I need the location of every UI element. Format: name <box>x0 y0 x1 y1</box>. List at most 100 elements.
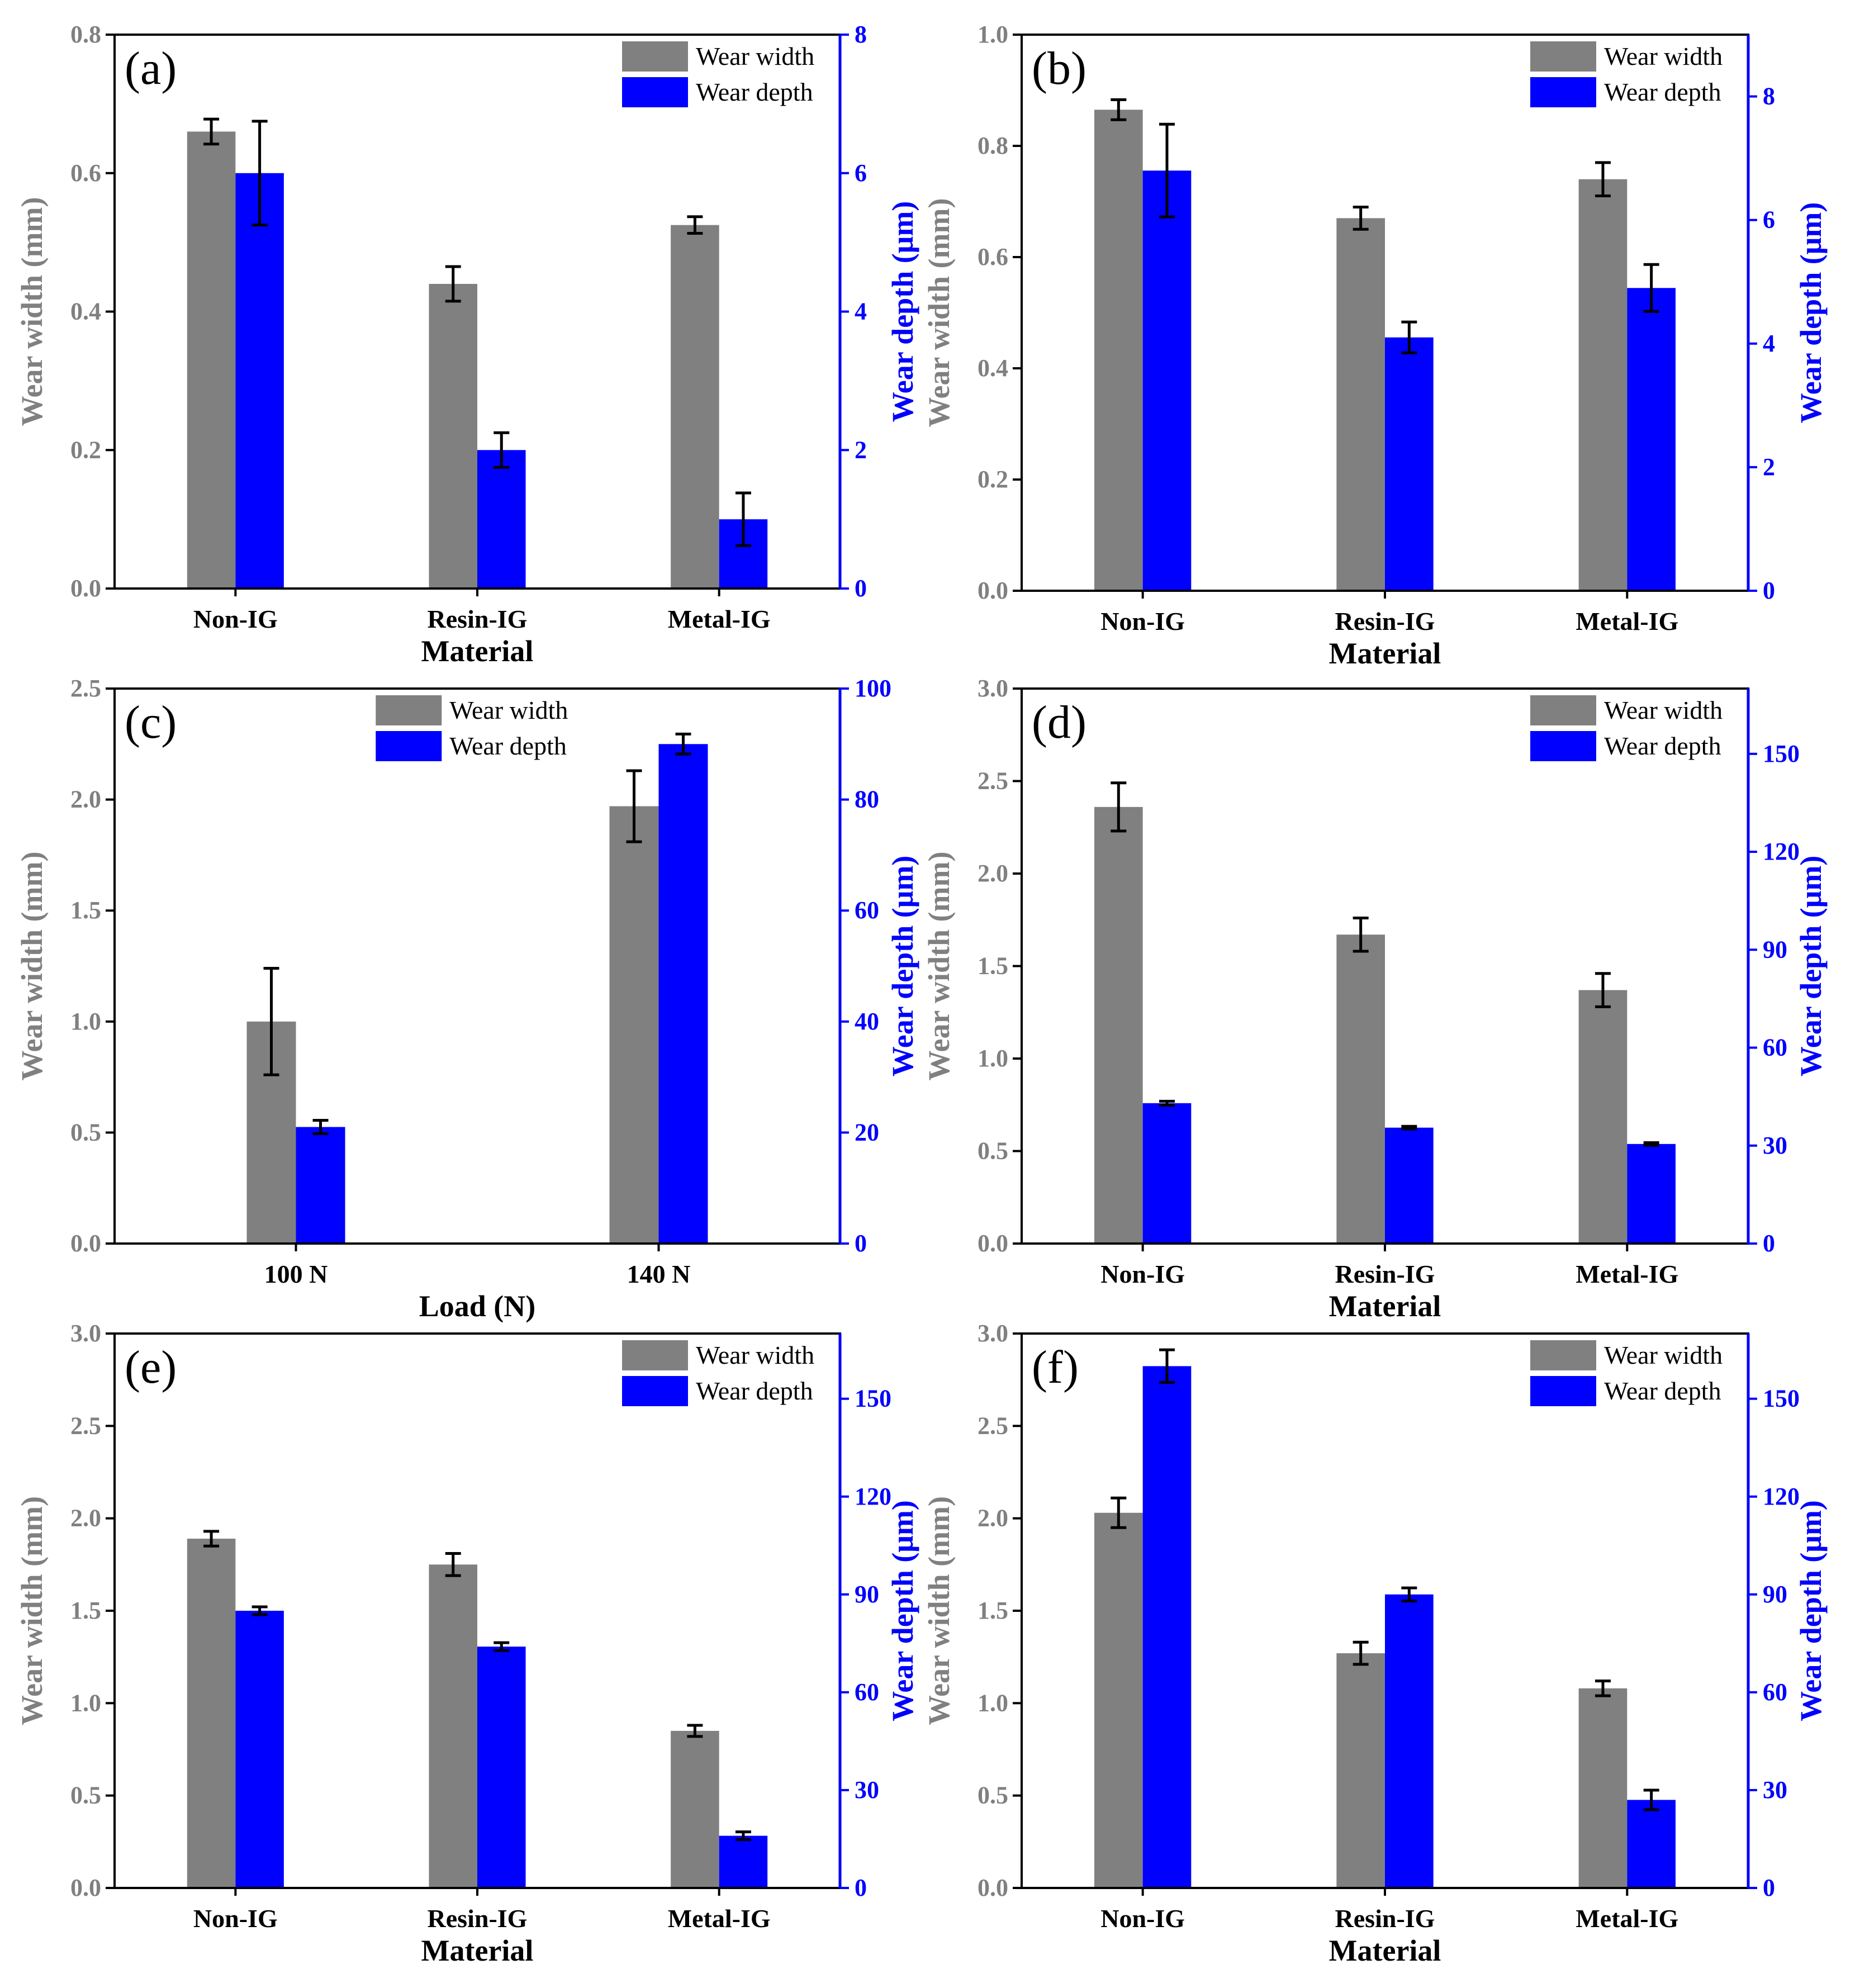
left-tick-label: 2.5 <box>978 767 1008 795</box>
wear-depth-bar <box>1385 1594 1434 1888</box>
right-tick-label: 120 <box>1763 1483 1800 1510</box>
wear-width-bar <box>1578 990 1627 1244</box>
right-tick-label: 2 <box>1763 453 1775 481</box>
left-tick-label: 0.0 <box>978 1230 1008 1257</box>
y2-axis-label: Wear depth (μm) <box>1794 856 1828 1077</box>
legend-label: Wear depth <box>1604 1377 1721 1405</box>
left-tick-label: 0.5 <box>70 1782 101 1809</box>
wear-depth-bar <box>658 744 708 1244</box>
left-tick-label: 0.8 <box>978 132 1008 159</box>
legend-swatch-depth <box>376 731 442 761</box>
wear-depth-bar <box>235 173 284 589</box>
y2-axis-label: Wear depth (μm) <box>886 1500 919 1721</box>
legend-label: Wear width <box>696 1341 814 1369</box>
chart-panel-d: 0.0 0.5 1.0 1.5 2.0 2.5 3.0 0 30 60 90 120 150 Non-IG… <box>922 675 1828 1323</box>
wear-width-bar <box>187 131 236 589</box>
right-tick-label: 6 <box>1763 206 1775 234</box>
y2-axis-label: Wear depth (μm) <box>1794 202 1828 424</box>
right-tick-label: 100 <box>855 675 891 702</box>
right-tick-label: 150 <box>1763 740 1800 767</box>
left-tick-label: 1.5 <box>978 1597 1008 1624</box>
x-axis-label: Material <box>1329 1934 1441 1967</box>
right-tick-label: 90 <box>1763 1581 1787 1608</box>
right-tick-label: 30 <box>1763 1132 1787 1159</box>
x-tick-label: 100 N <box>264 1260 328 1288</box>
right-tick-label: 8 <box>855 21 867 48</box>
left-tick-label: 1.5 <box>70 1597 101 1624</box>
right-tick-label: 0 <box>855 1874 867 1901</box>
legend-label: Wear depth <box>696 1377 813 1405</box>
wear-depth-bar <box>296 1127 345 1244</box>
x-axis-label: Material <box>1329 1289 1441 1323</box>
legend-swatch-width <box>1530 695 1596 725</box>
left-tick-label: 3.0 <box>978 1320 1008 1347</box>
left-tick-label: 0.0 <box>70 1230 101 1257</box>
wear-depth-bar <box>1142 170 1192 591</box>
left-tick-label: 0.5 <box>978 1782 1008 1809</box>
panel-label: (a) <box>125 42 177 94</box>
left-tick-label: 0.2 <box>978 466 1008 493</box>
wear-depth-bar <box>1385 1127 1434 1244</box>
left-tick-label: 0.6 <box>978 243 1008 271</box>
left-tick-label: 2.5 <box>70 1412 101 1439</box>
y2-axis-label: Wear depth (μm) <box>886 201 919 423</box>
left-tick-label: 1.0 <box>978 1045 1008 1072</box>
left-tick-label: 0.0 <box>70 1874 101 1901</box>
y2-axis-label: Wear depth (μm) <box>1794 1500 1828 1721</box>
legend-swatch-depth <box>622 77 688 107</box>
wear-depth-bar <box>1142 1366 1192 1888</box>
right-tick-label: 60 <box>1763 1678 1787 1706</box>
legend-swatch-width <box>1530 1340 1596 1370</box>
x-tick-label: Resin-IG <box>428 1904 528 1933</box>
legend-swatch-depth <box>1530 1376 1596 1406</box>
legend-label: Wear width <box>1604 696 1723 724</box>
wear-depth-bar <box>1627 1800 1676 1888</box>
left-tick-label: 2.5 <box>978 1412 1008 1439</box>
legend-label: Wear width <box>449 696 568 724</box>
y-axis-label: Wear width (mm) <box>15 852 49 1081</box>
x-tick-label: Non-IG <box>1100 607 1185 635</box>
x-tick-label: Metal-IG <box>1576 1904 1678 1933</box>
right-tick-label: 80 <box>855 786 879 813</box>
chart-panel-a: 0.0 0.2 0.4 0.6 0.8 0 2 4 6 8 Non-IG Resin-IG Metal-… <box>15 21 919 668</box>
legend-label: Wear width <box>1604 1341 1723 1369</box>
left-tick-label: 1.0 <box>978 1689 1008 1716</box>
y-axis-label: Wear width (mm) <box>15 197 49 426</box>
right-tick-label: 4 <box>1763 330 1775 357</box>
chart-panel-c: 0.0 0.5 1.0 1.5 2.0 2.5 0 20 40 60 80 100 100 N 140 N… <box>15 675 919 1323</box>
right-tick-label: 150 <box>1763 1385 1800 1412</box>
wear-depth-bar <box>1627 288 1676 591</box>
left-tick-label: 0.6 <box>70 159 101 187</box>
left-tick-label: 2.0 <box>978 1505 1008 1532</box>
x-axis-label: Material <box>421 634 534 668</box>
x-tick-label: Metal-IG <box>668 1904 771 1933</box>
legend-label: Wear width <box>1604 42 1723 70</box>
wear-depth-bar <box>477 450 526 589</box>
legend-swatch-width <box>622 1340 688 1370</box>
left-tick-label: 3.0 <box>70 1320 101 1347</box>
legend-label: Wear depth <box>696 78 813 106</box>
left-tick-label: 0.2 <box>70 436 101 463</box>
x-tick-label: Metal-IG <box>668 605 771 633</box>
x-tick-label: Non-IG <box>193 605 278 633</box>
left-tick-label: 0.4 <box>978 354 1008 382</box>
panel-label: (b) <box>1032 42 1086 94</box>
right-tick-label: 20 <box>855 1118 879 1146</box>
plot-frame <box>113 687 841 1245</box>
wear-depth-bar <box>235 1611 284 1888</box>
left-tick-label: 0.0 <box>978 577 1008 604</box>
panel-label: (c) <box>125 696 177 748</box>
legend-swatch-depth <box>622 1376 688 1406</box>
x-tick-label: Metal-IG <box>1576 1260 1678 1288</box>
y-axis-label: Wear width (mm) <box>15 1496 49 1725</box>
left-tick-label: 1.0 <box>70 1689 101 1716</box>
wear-width-bar <box>1578 179 1627 591</box>
y-axis-label: Wear width (mm) <box>922 852 956 1081</box>
left-tick-label: 2.5 <box>70 675 101 702</box>
y-axis-label: Wear width (mm) <box>922 1496 956 1725</box>
wear-width-bar <box>1094 1512 1143 1888</box>
left-tick-label: 1.0 <box>70 1008 101 1035</box>
right-tick-label: 40 <box>855 1008 879 1035</box>
right-tick-label: 0 <box>855 575 867 602</box>
